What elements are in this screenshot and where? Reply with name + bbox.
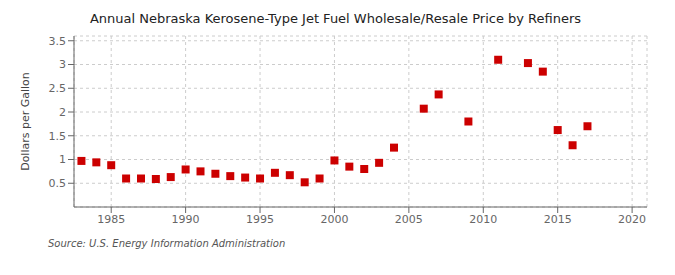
html-text:Source: U.S. Energy Informatio: Source: U.S. Energy Information Administ… bbox=[48, 238, 286, 249]
html-text:Annual Nebraska Kerosene-Type: Annual Nebraska Kerosene-Type Jet Fuel W… bbox=[89, 11, 582, 26]
svg-text:3: 3 bbox=[59, 58, 66, 71]
svg-text:2000: 2000 bbox=[320, 213, 348, 226]
svg-text:2020: 2020 bbox=[618, 213, 646, 226]
svg-text:1990: 1990 bbox=[172, 213, 200, 226]
svg-text:0.5: 0.5 bbox=[49, 177, 67, 190]
svg-text:1: 1 bbox=[59, 153, 66, 166]
svg-text:Dollars per Gallon: Dollars per Gallon bbox=[19, 72, 32, 171]
svg-text:1995: 1995 bbox=[246, 213, 274, 226]
svg-text:2010: 2010 bbox=[469, 213, 497, 226]
svg-text:1.5: 1.5 bbox=[49, 130, 67, 143]
svg-text:2005: 2005 bbox=[395, 213, 423, 226]
svg-text:2015: 2015 bbox=[544, 213, 572, 226]
svg-text:2.5: 2.5 bbox=[49, 82, 67, 95]
svg-text:3.5: 3.5 bbox=[49, 35, 67, 48]
svg-text:2: 2 bbox=[59, 106, 66, 119]
svg-text:1985: 1985 bbox=[97, 213, 125, 226]
